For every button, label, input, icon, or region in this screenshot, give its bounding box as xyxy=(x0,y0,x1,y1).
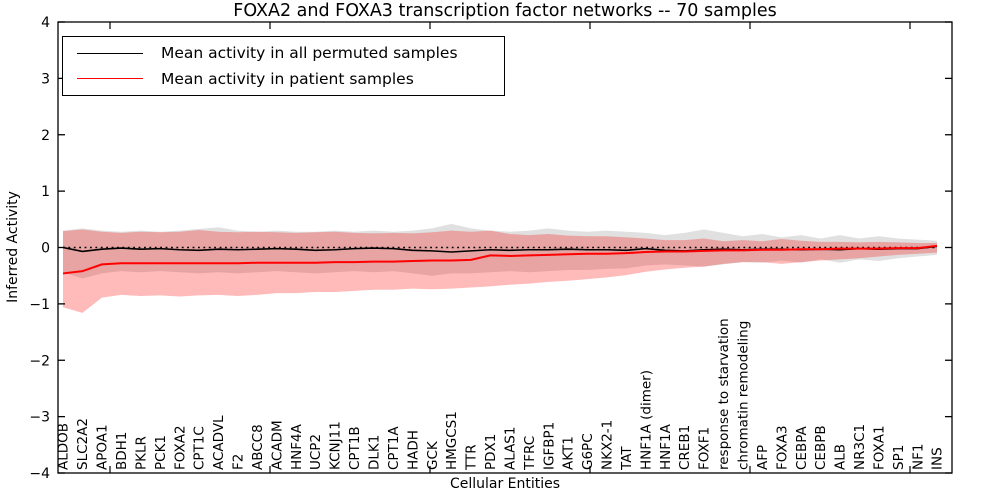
x-category-label: FOXF1 xyxy=(697,427,713,470)
x-category-label: FOXA1 xyxy=(871,425,887,470)
x-category-label: F2 xyxy=(231,454,247,470)
x-category-label: ALAS1 xyxy=(502,427,518,470)
x-category-label: HNF1A (dimer) xyxy=(638,370,654,470)
x-category-label: TTR xyxy=(464,444,480,471)
x-category-label: NR3C1 xyxy=(852,424,868,470)
y-tick-label: 1 xyxy=(41,184,50,200)
legend-label-permuted: Mean activity in all permuted samples xyxy=(161,44,458,63)
y-tick-label: −3 xyxy=(29,410,50,426)
x-category-label: TFRC xyxy=(522,436,538,471)
legend-item-permuted: Mean activity in all permuted samples xyxy=(63,44,504,62)
x-category-label: NKX2-1 xyxy=(600,420,616,470)
x-category-label: CEBPB xyxy=(813,425,829,470)
x-category-label: UCP2 xyxy=(308,434,324,470)
band-permuted-samples-range xyxy=(63,223,937,279)
x-category-label: ACADM xyxy=(269,420,285,470)
x-category-label: HADH xyxy=(405,430,421,470)
x-category-label: PCK1 xyxy=(153,435,169,470)
x-category-label: ALB xyxy=(833,444,849,470)
y-tick-label: −1 xyxy=(29,297,50,313)
x-axis-label: Cellular Entities xyxy=(449,476,561,492)
x-category-label: PDX1 xyxy=(483,434,499,470)
y-tick-label: 2 xyxy=(41,128,50,144)
x-category-label: GCK xyxy=(425,440,441,470)
x-category-label: SP1 xyxy=(891,445,907,470)
x-category-label: chromatin remodeling xyxy=(736,321,752,470)
x-category-label: HNF4A xyxy=(289,423,305,470)
line-Mean-activity-in-patient-samples xyxy=(62,244,938,275)
y-axis-label: Inferred Activity xyxy=(5,191,21,303)
x-category-label: AKT1 xyxy=(561,436,577,470)
chart-title: FOXA2 and FOXA3 transcription factor net… xyxy=(233,1,777,21)
x-category-label: HNF1A xyxy=(658,423,674,470)
band-patient-samples-range xyxy=(63,229,937,313)
x-category-label: DLK1 xyxy=(366,435,382,470)
y-tick-label: −2 xyxy=(29,353,50,369)
x-category-label: CPT1C xyxy=(192,426,208,470)
x-category-label: ACADVL xyxy=(211,415,227,470)
x-category-label: INS xyxy=(930,447,946,470)
patient-line-sample xyxy=(77,78,143,80)
x-category-label: FOXA2 xyxy=(172,425,188,470)
x-category-label: ALDOB xyxy=(56,423,72,470)
x-category-label: BDH1 xyxy=(114,432,130,470)
y-tick-label: 4 xyxy=(41,15,50,31)
x-category-label: FOXA3 xyxy=(774,425,790,470)
y-tick-label: 3 xyxy=(41,71,50,87)
x-category-label: PKLR xyxy=(133,436,149,470)
x-category-label: KCNJ11 xyxy=(328,421,344,470)
legend-item-patient: Mean activity in patient samples xyxy=(63,70,504,88)
x-category-label: AFP xyxy=(755,445,771,470)
x-category-label: HMGCS1 xyxy=(444,411,460,470)
x-category-label: TAT xyxy=(619,446,635,471)
x-category-label: SLC2A2 xyxy=(75,418,91,470)
x-category-label: CPT1B xyxy=(347,426,363,470)
x-category-label: CREB1 xyxy=(677,425,693,470)
x-category-label: NF1 xyxy=(910,444,926,470)
x-category-label: CPT1A xyxy=(386,426,402,470)
legend: Mean activity in all permuted samples Me… xyxy=(62,36,505,96)
permuted-line-sample xyxy=(77,52,143,54)
x-category-label: G6PC xyxy=(580,433,596,470)
x-category-label: CEBPA xyxy=(794,426,810,470)
y-tick-label: −4 xyxy=(29,466,50,482)
x-category-label: APOA1 xyxy=(95,424,111,470)
x-category-label: IGFBP1 xyxy=(541,422,557,470)
x-category-label: ABCC8 xyxy=(250,424,266,470)
x-category-label: response to starvation xyxy=(716,318,732,470)
legend-label-patient: Mean activity in patient samples xyxy=(161,69,414,88)
y-tick-label: 0 xyxy=(41,241,50,257)
